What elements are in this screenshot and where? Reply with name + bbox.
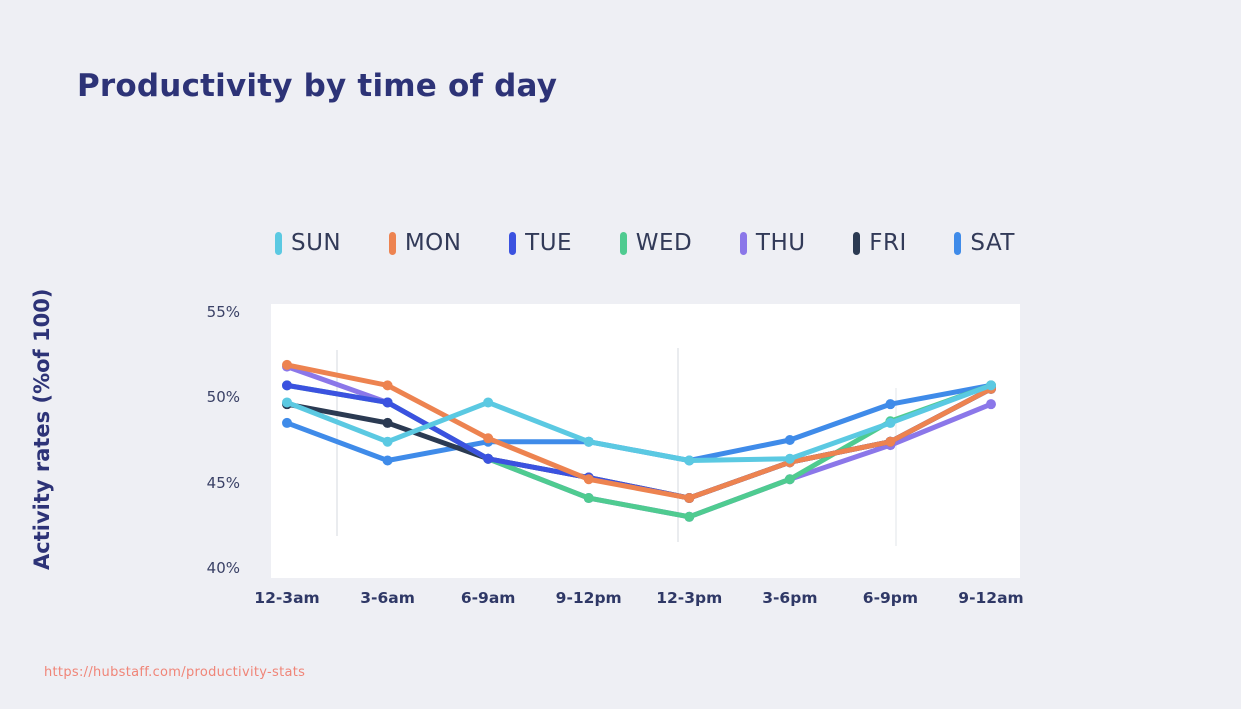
- legend-marker-icon: [275, 231, 282, 255]
- data-point-sun: [684, 455, 695, 466]
- data-point-sat: [282, 417, 292, 428]
- data-point-mon: [684, 493, 695, 504]
- data-point-sat: [382, 455, 393, 466]
- legend-item-tue: TUE: [509, 230, 572, 256]
- x-tick-label: 3-6pm: [762, 589, 818, 607]
- legend-label: SAT: [970, 230, 1015, 256]
- legend-item-wed: WED: [619, 230, 693, 256]
- data-point-mon: [885, 436, 896, 447]
- x-tick-label: 12-3pm: [656, 589, 723, 607]
- data-point-tue: [382, 397, 393, 408]
- data-point-wed: [684, 511, 695, 522]
- data-point-sun: [885, 417, 896, 428]
- legend-marker-icon: [739, 231, 747, 255]
- legend-marker-icon: [619, 231, 627, 255]
- y-tick-label: 55%: [206, 303, 240, 321]
- legend-label: FRI: [869, 230, 907, 256]
- legend-label: TUE: [525, 230, 573, 256]
- data-point-sat: [885, 399, 896, 410]
- x-tick-label: 9-12am: [958, 589, 1024, 607]
- legend-item-thu: THU: [739, 230, 806, 256]
- legend-label: SUN: [291, 230, 342, 256]
- legend-label: THU: [755, 230, 806, 256]
- line-chart: [282, 348, 996, 546]
- x-tick-label: 6-9pm: [862, 589, 919, 607]
- data-point-wed: [784, 474, 795, 485]
- data-point-sun: [985, 380, 996, 391]
- y-axis-title: Activity rates (%of 100): [30, 288, 54, 570]
- legend-item-fri: FRI: [853, 230, 907, 256]
- data-point-mon: [483, 433, 494, 444]
- data-point-sun: [784, 453, 795, 464]
- legend-marker-icon: [853, 231, 861, 255]
- data-point-wed: [583, 493, 594, 504]
- series-line-sun: [284, 382, 994, 463]
- data-point-sat: [784, 435, 795, 446]
- legend-marker-icon: [509, 231, 517, 255]
- legend-label: MON: [404, 230, 462, 256]
- data-point-tue: [483, 453, 494, 464]
- x-tick-label: 12-3am: [254, 589, 320, 607]
- series-line-mon: [284, 362, 994, 501]
- data-point-mon: [583, 474, 594, 485]
- legend-marker-icon: [954, 231, 962, 255]
- y-tick-label: 40%: [206, 559, 240, 577]
- legend-item-sat: SAT: [954, 230, 1015, 256]
- y-tick-label: 50%: [206, 388, 240, 407]
- x-tick-label: 6-9am: [460, 589, 516, 607]
- data-point-mon: [282, 359, 292, 370]
- legend-item-mon: MON: [388, 230, 462, 256]
- y-tick-label: 45%: [206, 473, 240, 492]
- legend-marker-icon: [388, 231, 396, 255]
- x-tick-label: 3-6am: [360, 589, 415, 607]
- data-point-sun: [583, 436, 594, 447]
- plot-area: [271, 304, 1020, 578]
- data-point-sun: [382, 436, 393, 447]
- data-point-fri: [382, 417, 393, 428]
- data-point-sun: [282, 397, 292, 408]
- x-tick-label: 9-12pm: [555, 589, 622, 607]
- data-point-mon: [382, 380, 393, 391]
- data-point-sun: [483, 397, 494, 408]
- source-url-link[interactable]: https://hubstaff.com/productivity-stats: [44, 665, 306, 680]
- chart-legend: SUN MON TUE WED THU FRI SAT: [275, 230, 1015, 256]
- data-point-thu: [985, 399, 996, 410]
- legend-item-sun: SUN: [275, 230, 341, 256]
- chart-title: Productivity by time of day: [77, 68, 558, 104]
- legend-label: WED: [635, 230, 693, 256]
- data-point-tue: [282, 380, 292, 391]
